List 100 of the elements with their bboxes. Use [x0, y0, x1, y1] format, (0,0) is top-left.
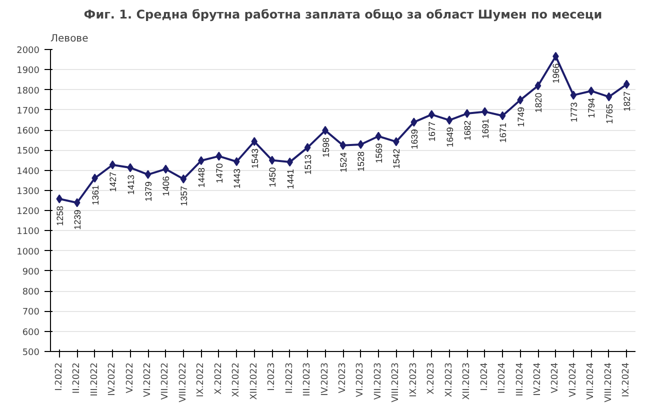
point	[534, 81, 542, 90]
data-label: 1677	[427, 122, 438, 142]
data-label: 1773	[568, 102, 579, 122]
point	[446, 116, 453, 125]
x-tick-label: VIII.2023	[391, 362, 402, 402]
x-tick-label: X.2022	[214, 362, 224, 394]
data-label: 1441	[285, 169, 296, 190]
data-label: 1569	[374, 143, 384, 164]
data-label: 1413	[126, 174, 136, 195]
data-label: 1682	[462, 120, 473, 141]
x-tick-label: VIII.2024	[604, 362, 614, 402]
x-tick-label: II.2024	[498, 362, 508, 394]
y-tick-label: 1100	[16, 227, 40, 238]
x-tick-label: VI.2022	[143, 362, 153, 398]
point	[180, 174, 187, 184]
data-label: 1749	[516, 107, 526, 128]
x-tick-label: IX.2022	[196, 362, 206, 398]
y-axis-title: Левове	[50, 34, 88, 44]
y-tick-label: 500	[22, 348, 40, 358]
point	[375, 132, 382, 141]
data-label: 1671	[498, 122, 508, 143]
point	[251, 137, 258, 146]
data-label: 1691	[480, 118, 490, 139]
x-tick-label: VI.2023	[356, 362, 366, 398]
data-label: 1357	[178, 186, 189, 206]
data-label: 1513	[303, 154, 314, 175]
point	[464, 109, 470, 118]
data-label: 1639	[409, 129, 420, 150]
y-tick-label: 1500	[16, 146, 40, 157]
x-tick-label: IV.2023	[320, 362, 330, 396]
data-label: 1794	[586, 98, 597, 118]
data-label: 1427	[108, 172, 118, 192]
point	[623, 80, 630, 89]
data-label: 1598	[320, 137, 331, 158]
y-tick-label: 1000	[16, 247, 40, 258]
x-tick-label: XII.2023	[462, 362, 472, 400]
x-tick-label: XII.2022	[249, 362, 260, 400]
chart-title: Фиг. 1. Средна брутна работна заплата общо за област Шумен по месеци	[84, 8, 602, 22]
point	[570, 90, 577, 100]
point	[268, 156, 276, 165]
point	[74, 198, 80, 208]
x-tick-label: II.2023	[284, 362, 295, 394]
data-label: 1542	[392, 148, 402, 169]
data-label: 1820	[534, 92, 544, 113]
y-tick-label: 1300	[16, 186, 40, 197]
x-tick-label: III.2022	[90, 362, 100, 396]
point	[340, 140, 346, 150]
point	[499, 111, 506, 120]
y-tick-label: 1200	[16, 207, 40, 218]
x-tick-label: IV.2022	[108, 362, 118, 396]
y-tick-label: 1700	[16, 106, 40, 116]
data-label: 1649	[444, 127, 455, 148]
data-label: 1470	[214, 163, 224, 184]
x-tick-label: I.2022	[54, 362, 64, 391]
x-tick-label: V.2022	[125, 362, 136, 394]
y-tick-label: 1800	[16, 86, 40, 96]
y-tick-label: 600	[22, 328, 40, 338]
point	[144, 170, 152, 180]
data-label: 1450	[268, 167, 278, 188]
x-tick-label: IX.2023	[408, 362, 419, 398]
x-tick-label: IV.2024	[533, 362, 543, 396]
point	[428, 110, 435, 120]
y-tick-label: 700	[22, 308, 40, 318]
data-label: 1966	[551, 63, 562, 84]
y-tick-label: 1400	[16, 166, 40, 177]
data-label: 1448	[196, 168, 207, 188]
point	[410, 118, 418, 127]
x-tick-label: X.2023	[426, 362, 437, 394]
point	[233, 157, 240, 166]
x-tick-label: XI.2022	[232, 362, 242, 398]
data-label: 1543	[250, 148, 260, 169]
x-tick-label: I.2023	[267, 362, 278, 391]
data-label: 1765	[604, 104, 614, 124]
y-tick-label: 1600	[16, 126, 40, 137]
x-tick-label: I.2024	[480, 362, 490, 391]
point	[56, 194, 63, 204]
x-tick-label: VII.2024	[586, 362, 596, 400]
x-tick-label: VI.2024	[568, 362, 578, 398]
y-tick-label: 2000	[16, 46, 40, 56]
point	[304, 143, 311, 152]
data-label: 1528	[356, 152, 366, 172]
y-tick-label: 1900	[16, 66, 40, 76]
data-label: 1258	[54, 206, 65, 226]
data-label: 1443	[232, 168, 242, 189]
x-tick-label: V.2024	[550, 362, 561, 394]
data-label: 1524	[338, 152, 348, 172]
data-label: 1361	[90, 185, 100, 206]
data-label: 1239	[72, 210, 83, 230]
x-tick-label: II.2022	[72, 362, 82, 394]
x-tick-label: V.2023	[338, 362, 348, 394]
y-tick-label: 900	[22, 267, 40, 278]
point	[109, 160, 116, 170]
x-tick-label: IX.2024	[622, 362, 632, 398]
x-tick-label: VII.2023	[373, 362, 384, 400]
data-label: 1406	[161, 176, 172, 196]
data-label: 1379	[144, 182, 154, 202]
point	[606, 92, 612, 102]
x-tick-label: XI.2023	[444, 362, 454, 398]
x-tick-label: III.2023	[302, 362, 313, 396]
x-tick-label: III.2024	[515, 362, 526, 396]
